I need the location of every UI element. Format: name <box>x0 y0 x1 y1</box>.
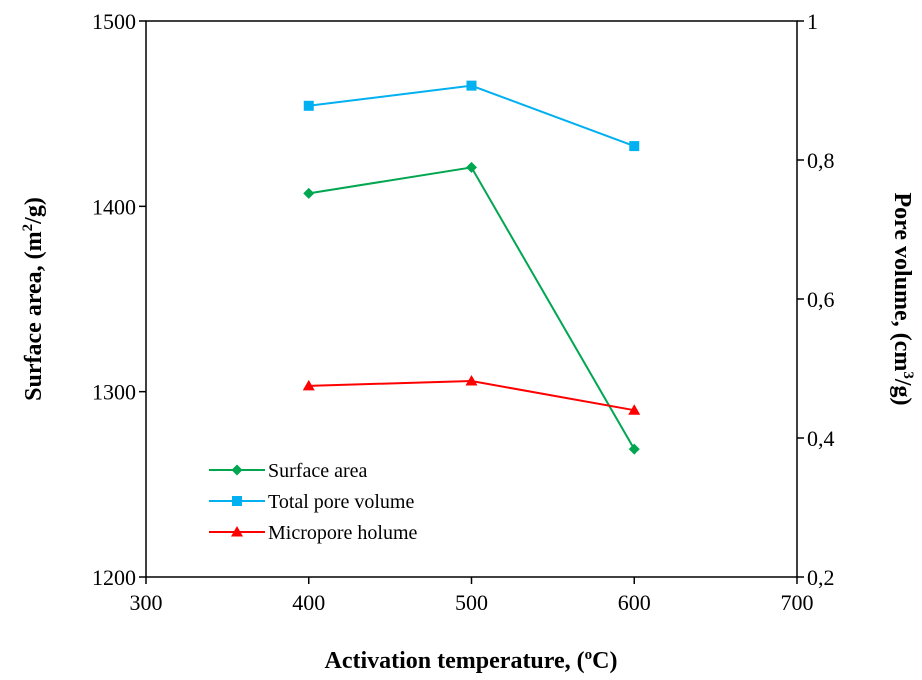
left-axis-ticks: 1200 1300 1400 1500 <box>92 9 146 590</box>
left-tick-label: 1500 <box>92 9 136 34</box>
series-line <box>308 84 635 148</box>
right-tick-label: 1 <box>807 9 818 34</box>
series-total-pore-volume <box>303 80 640 152</box>
data-point <box>303 100 314 111</box>
right-tick-label: 0,2 <box>807 565 835 590</box>
x-tick-label: 600 <box>618 590 651 615</box>
series-line <box>308 166 636 450</box>
x-tick-label: 300 <box>130 590 163 615</box>
left-axis-title-end: /g) <box>21 197 47 225</box>
x-axis-ticks: 300 400 500 600 700 <box>130 577 814 615</box>
data-point <box>628 443 640 455</box>
left-tick-label: 1300 <box>92 380 136 405</box>
legend-marker <box>232 496 242 506</box>
legend-marker <box>231 526 243 537</box>
right-tick-label: 0,8 <box>807 148 835 173</box>
right-axis-title-end: /g) <box>889 378 915 406</box>
legend-marker <box>231 464 243 476</box>
left-axis-title-main: Surface area, (m <box>21 231 47 401</box>
data-point <box>628 404 641 415</box>
left-tick-label: 1400 <box>92 194 136 219</box>
data-point <box>629 141 640 152</box>
x-axis-title-sup: o <box>585 647 593 663</box>
left-tick-label: 1200 <box>92 565 136 590</box>
left-axis-title-sup: 2 <box>20 224 36 232</box>
legend-item: Surface area <box>209 460 367 482</box>
plot-area <box>145 20 798 578</box>
x-tick-label: 400 <box>292 590 325 615</box>
legend-label: Surface area <box>268 460 367 482</box>
data-point <box>465 375 478 386</box>
legend-label: Total pore volume <box>268 491 414 513</box>
right-axis-title-main: Pore volume, (cm <box>889 193 915 372</box>
series-surface-area <box>303 161 640 455</box>
x-axis-title: Activation temperature, (oC) <box>325 647 618 674</box>
x-tick-label: 700 <box>781 590 814 615</box>
data-point <box>302 379 315 391</box>
series-layer <box>302 80 641 455</box>
right-tick-label: 0,4 <box>807 426 835 451</box>
x-axis-title-main: Activation temperature, ( <box>325 648 585 674</box>
data-point <box>466 161 477 173</box>
data-point <box>303 187 315 199</box>
x-axis-title-end: C) <box>592 648 617 674</box>
data-point <box>466 80 477 91</box>
legend-label: Micropore holume <box>268 522 418 544</box>
legend-item: Micropore holume <box>209 522 418 544</box>
series-micropore-holume <box>302 375 641 415</box>
right-axis-title: Pore volume, (cm3/g) <box>889 193 916 406</box>
legend: Surface area Total pore volume Micropore h… <box>209 460 418 544</box>
right-axis-title-sup: 3 <box>900 371 916 379</box>
x-tick-label: 500 <box>455 590 488 615</box>
left-axis-title: Surface area, (m2/g) <box>20 197 47 401</box>
right-tick-label: 0,6 <box>807 287 835 312</box>
right-axis-ticks: 0,2 0,4 0,6 0,8 1 <box>797 9 835 590</box>
legend-item: Total pore volume <box>209 491 414 513</box>
